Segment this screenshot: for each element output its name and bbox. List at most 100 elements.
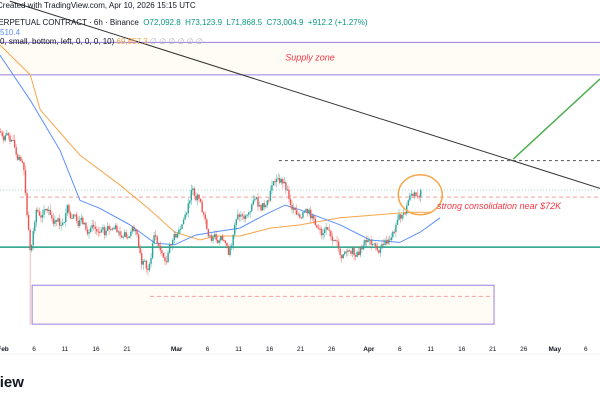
candle-body — [38, 211, 41, 216]
candle-body — [80, 217, 82, 221]
candle-body — [127, 237, 129, 239]
candle-body — [209, 235, 211, 237]
candle-body — [401, 214, 403, 219]
candle-body — [139, 246, 141, 254]
candle-body — [237, 214, 239, 220]
candle-body — [255, 197, 258, 200]
candle-body — [105, 230, 107, 236]
x-tick-label: 26 — [328, 346, 336, 353]
candle-body — [299, 214, 301, 218]
candle-body — [402, 213, 405, 215]
candle-body — [246, 214, 248, 216]
candle-body — [4, 135, 7, 141]
candle-body — [247, 212, 250, 215]
candle-body — [375, 243, 377, 246]
candle-body — [29, 229, 31, 251]
candle-body — [367, 239, 369, 243]
candle-body — [35, 209, 38, 223]
candle-body — [134, 229, 137, 232]
x-tick-label: 6 — [584, 346, 588, 353]
candle-body — [147, 268, 149, 271]
candle-body — [308, 209, 310, 214]
candle-body — [238, 214, 241, 217]
candle-body — [328, 229, 330, 231]
candle-body — [406, 205, 408, 214]
candle-body — [272, 181, 275, 186]
candle-body — [413, 192, 416, 197]
candle-body — [207, 229, 210, 237]
candle-body — [340, 255, 343, 259]
ohlc-close: C73,004.9 — [266, 18, 304, 27]
x-tick-label: 21 — [489, 346, 497, 353]
candle-body — [172, 240, 174, 245]
candle-body — [116, 225, 118, 233]
candle-body — [159, 245, 162, 251]
candle-body — [168, 244, 171, 253]
candle-body — [347, 250, 349, 252]
candle-body — [165, 261, 168, 263]
candle-body — [254, 199, 256, 201]
candle-body — [385, 240, 388, 244]
candle-body — [378, 250, 380, 253]
candle-body — [137, 234, 140, 247]
candle-body — [154, 235, 157, 237]
candle-body — [1, 132, 3, 137]
candle-body — [196, 194, 199, 201]
candle-body — [260, 205, 262, 211]
candle-body — [34, 222, 36, 232]
x-tick-label: 6 — [206, 346, 210, 353]
candle-body — [305, 209, 307, 212]
candle-body — [234, 224, 236, 235]
ma-slow-value: 69,857.3 — [116, 37, 148, 46]
candle-body — [48, 209, 50, 211]
candle-body — [257, 197, 259, 207]
candle-body — [350, 251, 352, 254]
candle-body — [415, 192, 417, 196]
candle-body — [122, 236, 124, 238]
candle-body — [356, 251, 358, 257]
candle-body — [156, 236, 158, 244]
candle-body — [99, 232, 101, 234]
candle-body — [179, 229, 182, 231]
candle-body — [221, 236, 224, 240]
candle-body — [175, 233, 177, 238]
candle-body — [151, 243, 154, 259]
candle-body — [164, 257, 166, 262]
candle-body — [334, 240, 337, 241]
candle-body — [289, 199, 292, 206]
candle-body — [292, 207, 295, 210]
candle-body — [302, 212, 304, 218]
candle-body — [150, 258, 152, 264]
candle-body — [88, 232, 90, 234]
candle-body — [381, 244, 383, 249]
candle-body — [344, 251, 346, 255]
candle-body — [82, 217, 84, 225]
candle-body — [316, 224, 318, 228]
candle-body — [354, 255, 357, 257]
candle-body — [58, 218, 61, 226]
candle-body — [100, 229, 103, 233]
candle-body — [111, 228, 113, 230]
candle-body — [210, 235, 213, 241]
candle-body — [361, 247, 363, 250]
candle-body — [410, 193, 413, 196]
empty-values: ∅ ∅ ∅ ∅ ∅ ∅ — [149, 37, 203, 46]
candle-body — [77, 220, 79, 226]
candle-body — [232, 234, 234, 246]
candle-body — [92, 224, 95, 227]
candle-body — [18, 157, 20, 160]
x-tick-label: Apr — [363, 346, 375, 353]
candle-body — [23, 162, 25, 171]
candle-body — [153, 235, 155, 244]
candle-body — [3, 136, 5, 141]
candle-body — [258, 205, 261, 207]
ohlc-change: +912.2 (+1.27%) — [307, 18, 368, 27]
created-watermark: Created with TradingView.com, Apr 10, 20… — [0, 1, 196, 10]
x-tick-label: 6 — [32, 346, 36, 353]
candle-body — [342, 254, 344, 259]
candle-body — [399, 214, 402, 219]
candle-body — [75, 214, 78, 221]
candle-body — [311, 215, 313, 219]
candle-body — [61, 222, 64, 225]
